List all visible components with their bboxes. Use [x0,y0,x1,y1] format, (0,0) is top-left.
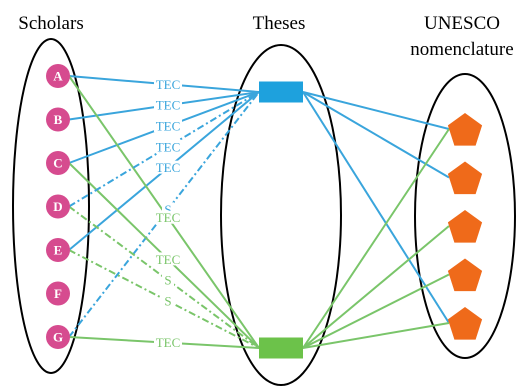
edge-label-bg [154,77,182,91]
theses-group-ellipse [220,44,342,386]
edge-label-bg [154,335,182,349]
edge-label: TEC [156,335,181,350]
edge-label-bg [162,294,174,308]
edge-thesis-top-unesco-5 [302,91,450,324]
edge-label-bg [154,119,182,133]
scholar-label-g: G [53,330,63,345]
edge-label-bg [154,98,182,112]
edge-thesis-top-unesco-2 [302,91,450,179]
edge-label: TEC [156,160,181,175]
edge-label-bg [162,273,174,287]
unesco-pentagon-2 [447,161,483,195]
scholar-label-d: D [53,199,62,214]
unesco-group-ellipse [414,73,516,359]
unesco-pentagon-3 [447,210,483,243]
scholar-label-c: C [53,156,62,171]
edge-label-bg [154,160,182,174]
scholars-group-ellipse [12,38,90,374]
scholar-node-g [46,325,70,349]
scholar-node-b [46,107,70,132]
scholar-label-f: F [54,286,62,301]
nodes-layer: A B C D E F G [46,64,483,359]
edge-label: TEC [156,98,181,113]
scholar-label-b: B [54,112,63,127]
scholar-node-c [46,151,70,175]
edge-D-thesis-bottom [68,205,260,349]
edge-thesis-bottom-unesco-4 [302,273,450,349]
edge-label: TEC [156,77,181,92]
scholar-node-e [46,238,70,262]
edge-label: TEC [156,139,181,154]
edge-thesis-bottom-unesco-1 [302,128,450,349]
thesis-top-node [259,81,303,103]
edge-label: S [164,202,171,217]
edges-layer [68,75,450,349]
theses-title: Theses [253,13,306,34]
edge-label: TEC [156,252,181,267]
edge-label-bg [154,252,182,266]
scholars-title: Scholars [18,13,83,34]
scholar-node-a [46,64,70,88]
unesco-title-line1: UNESCO [424,13,500,34]
unesco-pentagon-5 [447,307,483,340]
scholar-label-a: A [53,69,63,84]
edge-label: TEC [156,210,181,225]
scholar-node-f [46,281,70,306]
edge-label: S [164,294,171,309]
edge-label-bg [154,210,182,224]
unesco-pentagon-4 [447,258,483,292]
unesco-title-line2: nomenclature [410,39,513,60]
unesco-pentagon-1 [447,113,483,146]
edge-thesis-bottom-unesco-3 [302,225,450,349]
edge-label: S [164,273,171,288]
scholar-node-d [46,194,70,219]
edge-label: TEC [156,119,181,134]
thesis-bottom-node [259,337,303,359]
edge-thesis-bottom-unesco-5 [302,322,450,349]
edge-label-bg [154,139,182,153]
edge-thesis-top-unesco-1 [302,91,450,130]
scholar-label-e: E [54,243,63,258]
